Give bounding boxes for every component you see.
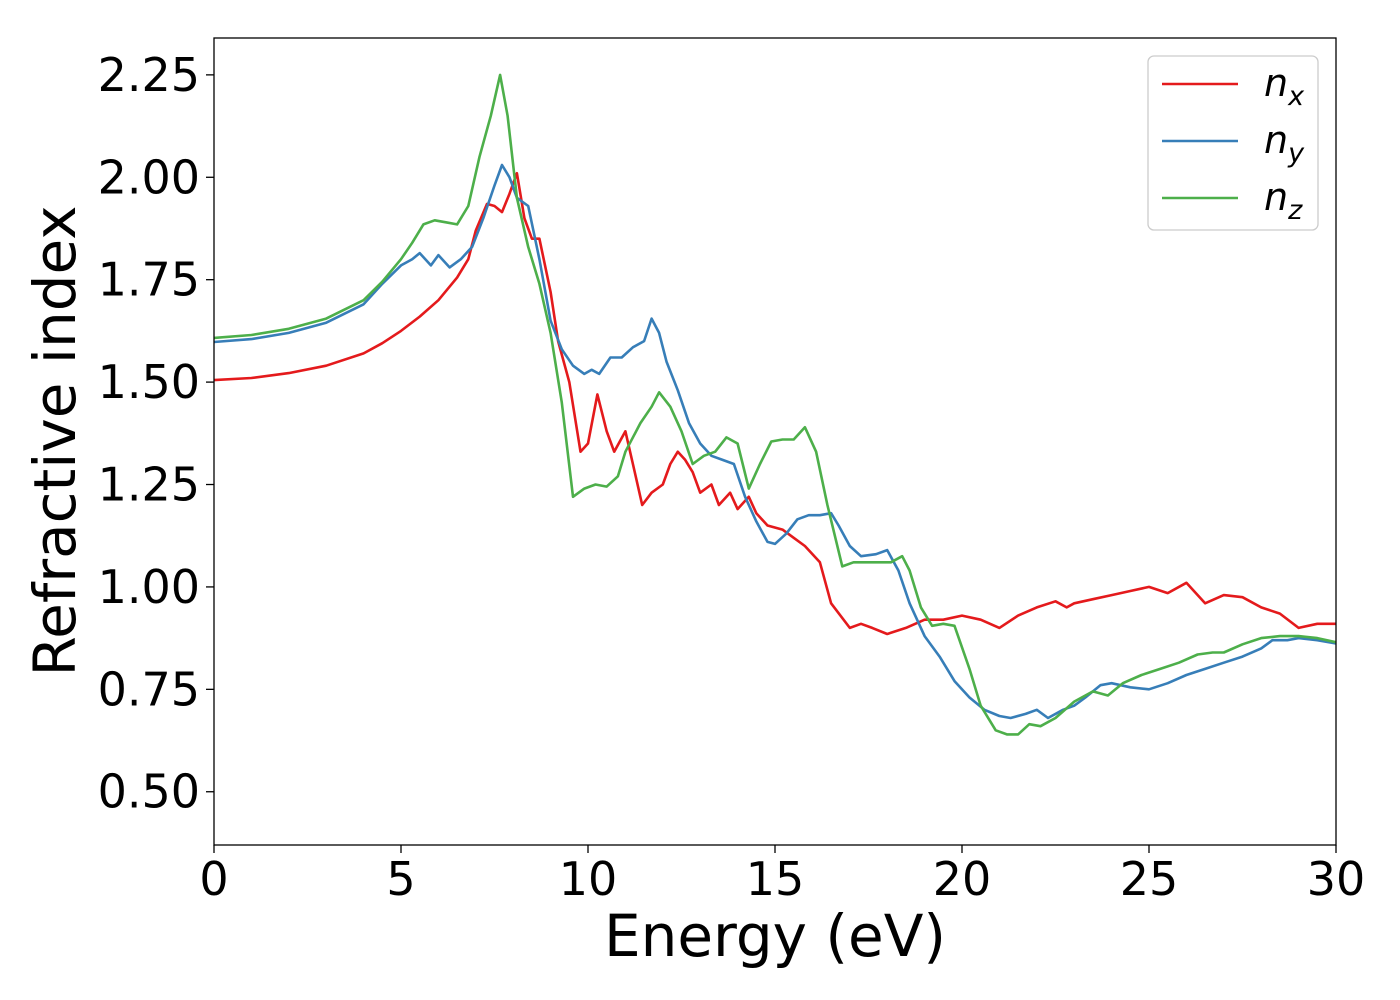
y-tick-label: 1.50 xyxy=(98,355,200,409)
y-tick-label: 0.50 xyxy=(98,765,200,819)
x-tick-label: 15 xyxy=(746,852,805,906)
y-tick-label: 2.00 xyxy=(98,150,200,204)
y-tick-label: 0.75 xyxy=(98,662,200,716)
y-tick-label: 2.25 xyxy=(98,48,200,102)
x-tick-label: 20 xyxy=(933,852,992,906)
x-tick-label: 0 xyxy=(199,852,228,906)
x-tick-label: 10 xyxy=(559,852,618,906)
legend-box xyxy=(1147,55,1319,231)
y-tick-label: 1.75 xyxy=(98,253,200,307)
series-line-ny xyxy=(214,163,1336,720)
x-tick-label: 30 xyxy=(1307,852,1366,906)
x-axis-title: Energy (eV) xyxy=(604,902,946,970)
y-tick-label: 1.25 xyxy=(98,458,200,512)
y-tick-label: 1.00 xyxy=(98,560,200,614)
series-layer xyxy=(214,73,1336,736)
x-tick-label: 25 xyxy=(1120,852,1179,906)
x-tick-label: 5 xyxy=(386,852,415,906)
legend-label-nx: nx xyxy=(1264,61,1305,112)
axes-layer: 0 5 10 15 20 25 30 0.50 0.75 1.00 1.25 1.50 1.75 2.00… xyxy=(98,37,1366,906)
y-axis-title: Refractive index xyxy=(21,205,89,676)
series-line-nx xyxy=(214,171,1336,636)
legend-label-ny: ny xyxy=(1264,118,1305,169)
series-line-nz xyxy=(214,73,1336,736)
